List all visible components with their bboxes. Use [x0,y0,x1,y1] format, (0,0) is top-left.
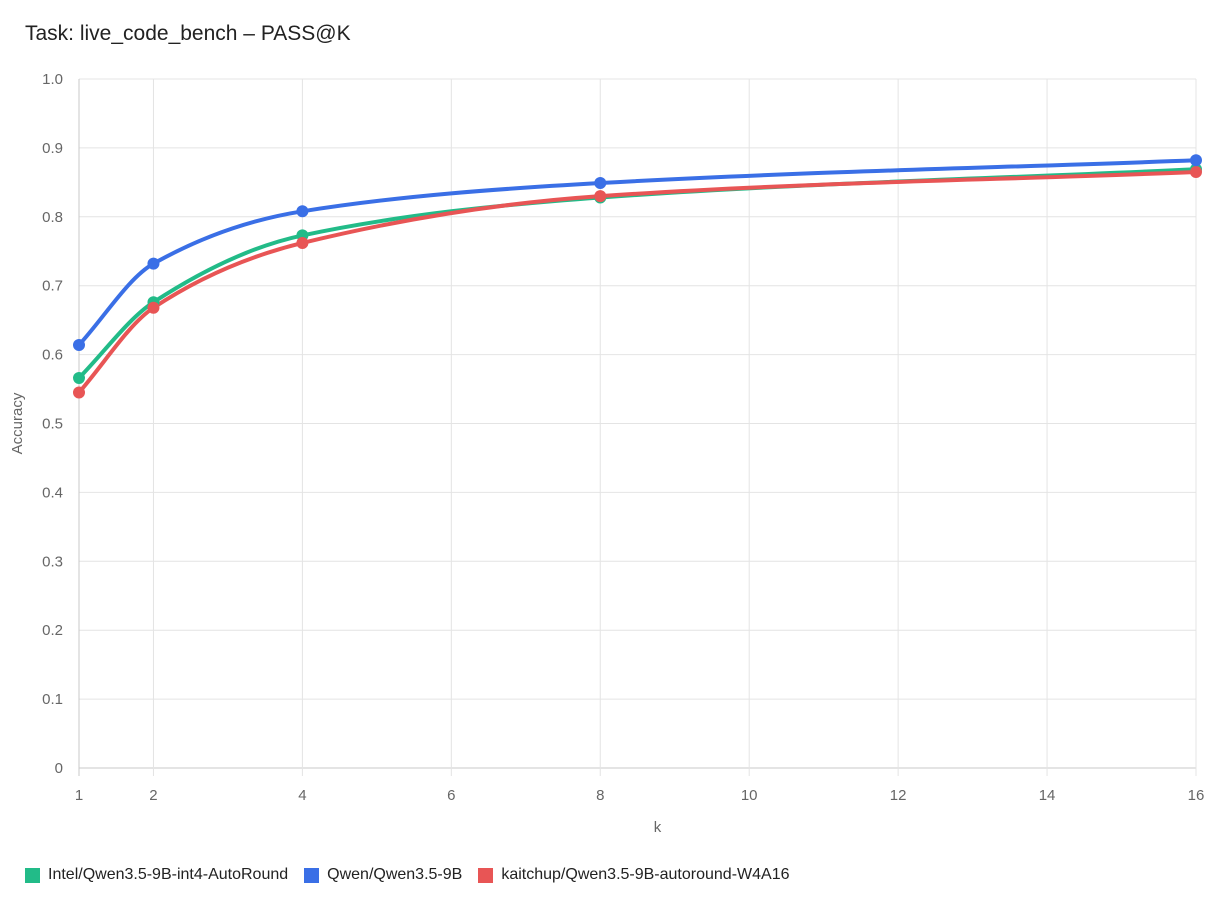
data-point-kaitchup-0 [73,386,85,399]
y-tick-label-5: 0.5 [42,416,63,433]
y-tick-label-2: 0.2 [42,622,63,639]
legend: Intel/Qwen3.5-9B-int4-AutoRound Qwen/Qwe… [25,866,806,884]
y-tick-label-3: 0.3 [42,553,63,570]
y-axis-title: Accuracy [9,392,26,454]
legend-label-intel: Intel/Qwen3.5-9B-int4-AutoRound [48,866,289,883]
x-tick-label-7: 14 [1039,787,1056,804]
legend-item-intel[interactable]: Intel/Qwen3.5-9B-int4-AutoRound [25,866,288,884]
y-tick-label-8: 0.8 [42,209,63,226]
x-tick-label-1: 2 [149,787,157,804]
data-point-qwen-0 [73,338,85,351]
series-line-intel [77,167,1198,381]
legend-item-qwen[interactable]: Qwen/Qwen3.5-9B [304,866,462,884]
x-tick-label-6: 12 [890,787,907,804]
legend-swatch-qwen [304,867,320,883]
x-tick-label-0: 1 [75,787,83,804]
line-chart: 00.10.20.30.40.50.60.70.80.91.01 2 4 6 8 10 12… [9,71,1205,836]
legend-item-kaitchup[interactable]: kaitchup/Qwen3.5-9B-autoround-W4A16 [478,866,790,884]
data-point-kaitchup-4 [1190,166,1202,179]
x-axis-title: k [654,819,662,836]
data-point-qwen-3 [594,177,607,190]
data-point-kaitchup-2 [296,236,309,249]
x-tick-label-4: 8 [596,787,604,804]
x-tick-label-2: 4 [298,787,306,804]
x-tick-label-3: 6 [447,787,455,804]
data-point-qwen-2 [296,205,309,218]
chart-title: Task: live_code_bench – PASS@K [25,22,351,45]
x-tick-label-8: 16 [1188,787,1205,804]
y-tick-label-9: 0.9 [42,140,63,157]
y-tick-label-4: 0.4 [42,484,63,501]
legend-label-qwen: Qwen/Qwen3.5-9B [327,866,463,883]
y-tick-label-10: 1.0 [42,71,63,88]
data-point-kaitchup-1 [147,301,160,314]
series-line-kaitchup [77,170,1198,395]
data-point-intel-0 [73,372,85,385]
data-point-kaitchup-3 [594,190,607,203]
y-tick-label-6: 0.6 [42,347,63,364]
legend-swatch-intel [25,867,40,883]
legend-swatch-kaitchup [478,867,494,883]
y-tick-label-1: 0.1 [42,691,63,708]
y-tick-label-0: 0 [55,760,63,777]
data-point-qwen-4 [1190,154,1202,167]
x-tick-label-5: 10 [741,787,758,804]
data-point-qwen-1 [147,257,160,270]
y-tick-label-7: 0.7 [42,278,63,295]
legend-label-kaitchup: kaitchup/Qwen3.5-9B-autoround-W4A16 [501,866,790,883]
